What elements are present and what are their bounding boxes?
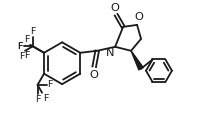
Text: F: F <box>17 42 23 51</box>
Text: F: F <box>24 35 29 44</box>
Polygon shape <box>130 51 143 70</box>
Text: F: F <box>24 51 29 60</box>
Text: F: F <box>30 27 35 36</box>
Text: F: F <box>47 80 53 89</box>
Text: F: F <box>19 52 24 61</box>
Text: F: F <box>43 94 48 103</box>
Text: F: F <box>35 95 40 104</box>
Text: N: N <box>105 48 114 58</box>
Text: O: O <box>110 3 119 13</box>
Text: F: F <box>17 42 22 51</box>
Text: O: O <box>89 70 98 80</box>
Text: O: O <box>134 12 143 22</box>
